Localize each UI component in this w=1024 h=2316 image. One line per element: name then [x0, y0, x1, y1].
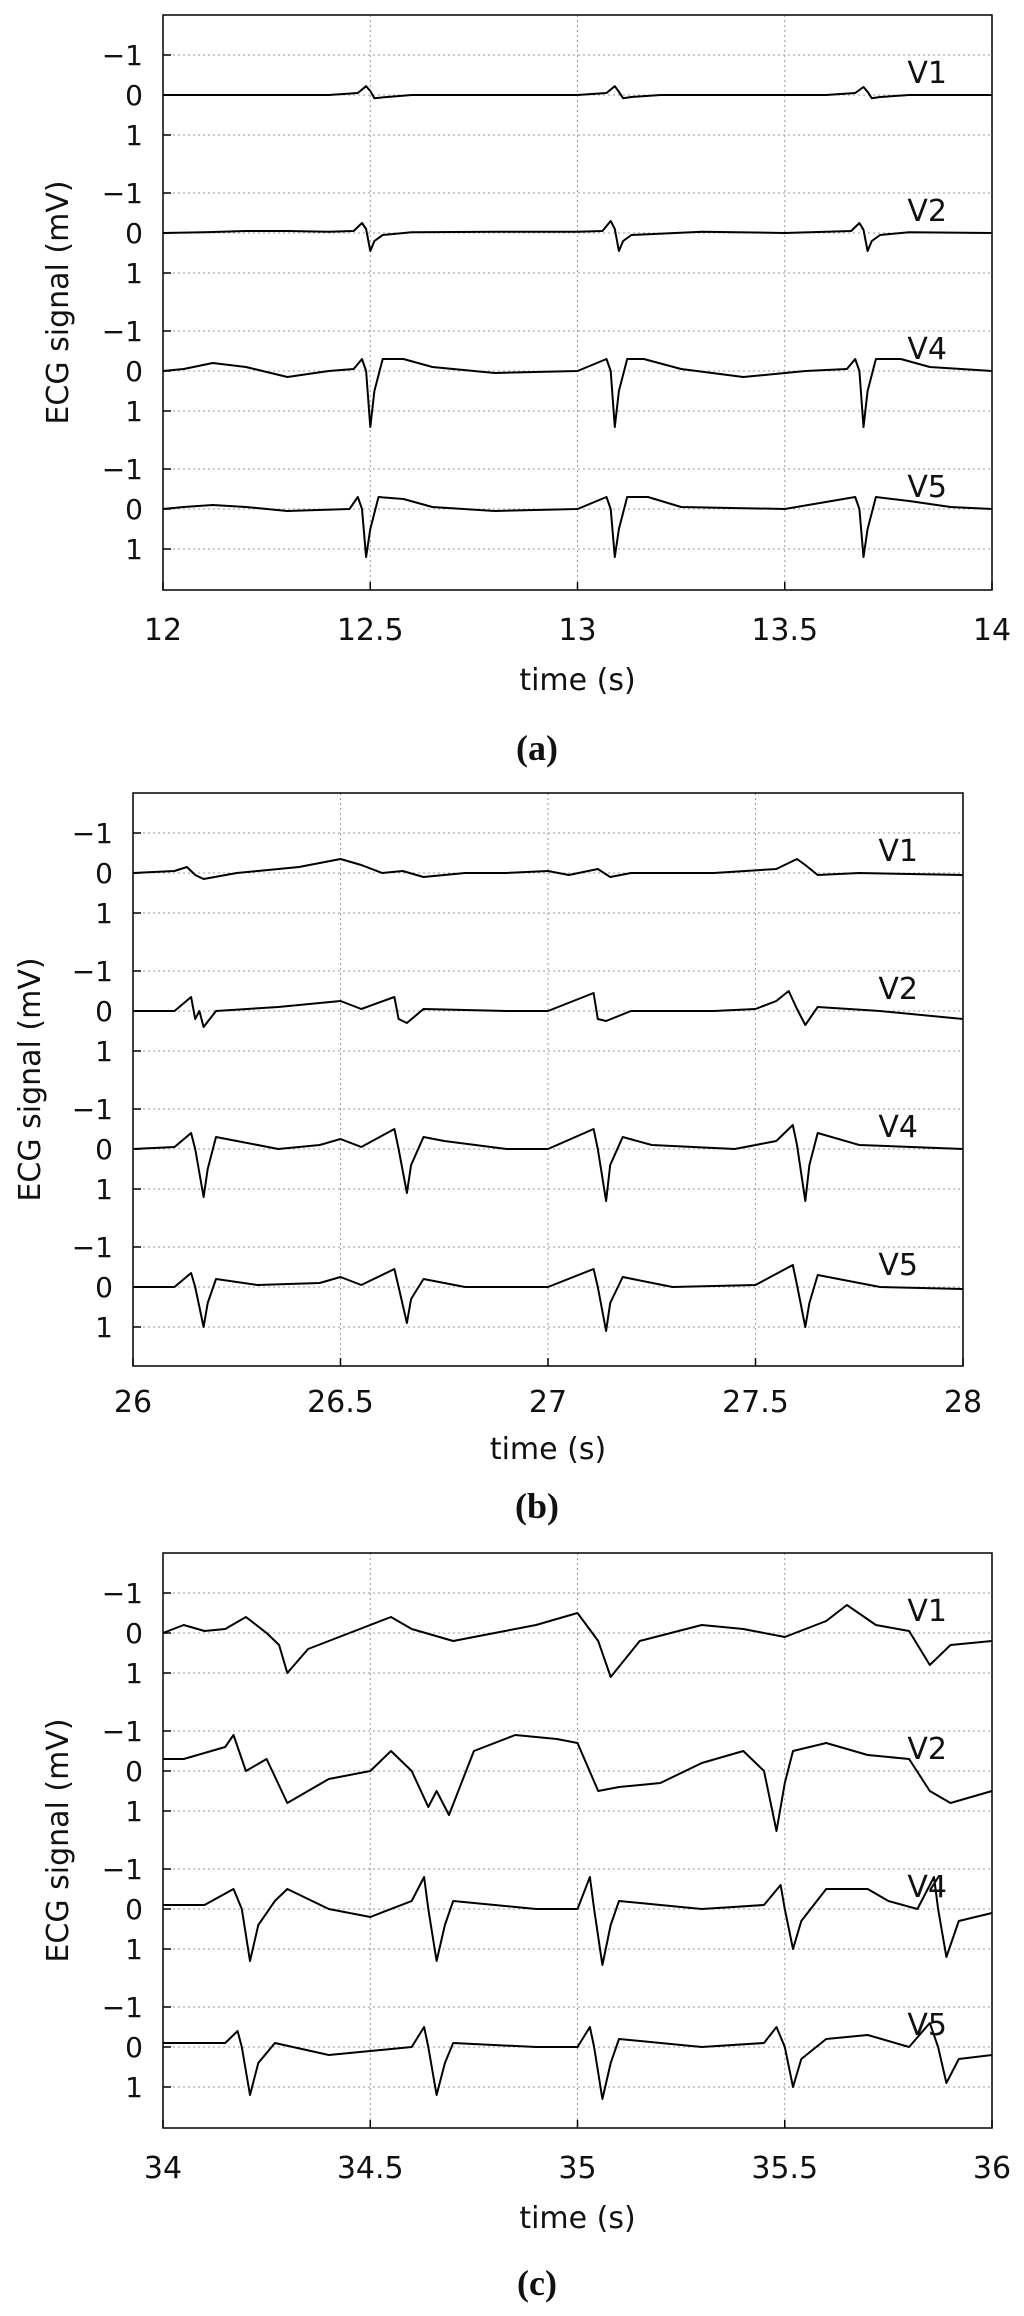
y-tick-label: 1 — [95, 897, 113, 930]
y-tick-label: 0 — [125, 2031, 143, 2064]
trace-label: V1 — [907, 56, 947, 91]
x-axis-title: time (s) — [519, 2201, 635, 2236]
ecg-trace-v2 — [133, 990, 964, 1028]
ecg-trace-v1 — [132, 858, 964, 880]
ecg-trace-v5 — [163, 2022, 993, 2100]
ecg-trace-v1 — [162, 1604, 993, 1678]
trace-label: V5 — [878, 1248, 918, 1283]
panel-caption: (b) — [515, 1486, 559, 1526]
y-tick-label: −1 — [72, 1231, 113, 1264]
y-tick-label: −1 — [102, 453, 143, 486]
y-axis-title: ECG signal (mV) — [41, 1718, 76, 1962]
panel-caption: (c) — [517, 2263, 557, 2303]
x-tick-label: 28 — [944, 1385, 982, 1420]
y-tick-label: 0 — [95, 1133, 113, 1166]
ecg-trace-v5 — [162, 496, 993, 558]
y-tick-label: −1 — [102, 39, 143, 72]
trace-label: V5 — [907, 470, 947, 505]
trace-label: V5 — [907, 2008, 947, 2043]
panel-caption: (a) — [516, 728, 558, 768]
x-tick-label: 27.5 — [722, 1385, 789, 1420]
y-tick-label: 0 — [125, 217, 143, 250]
x-tick-label: 26.5 — [307, 1385, 374, 1420]
x-tick-label: 26 — [114, 1385, 152, 1420]
ecg-trace-v4 — [162, 358, 993, 428]
y-axis-title: ECG signal (mV) — [41, 180, 76, 424]
y-tick-label: 1 — [95, 1311, 113, 1344]
y-tick-label: 0 — [95, 995, 113, 1028]
y-tick-label: 1 — [125, 257, 143, 290]
x-tick-label: 35.5 — [751, 2151, 818, 2186]
y-tick-label: 0 — [125, 1617, 143, 1650]
y-tick-label: 0 — [125, 355, 143, 388]
y-tick-label: 1 — [125, 119, 143, 152]
y-tick-label: 0 — [95, 857, 113, 890]
x-axis-title: time (s) — [490, 1432, 606, 1467]
y-tick-label: −1 — [72, 1093, 113, 1126]
x-tick-label: 34 — [144, 2151, 182, 2186]
trace-label: V2 — [907, 1732, 947, 1767]
y-tick-label: 0 — [95, 1271, 113, 1304]
x-tick-label: 12 — [144, 613, 182, 648]
y-tick-label: 0 — [125, 79, 143, 112]
y-tick-label: 0 — [125, 1755, 143, 1788]
y-tick-label: 0 — [125, 1893, 143, 1926]
y-tick-label: 1 — [125, 1657, 143, 1690]
x-tick-label: 13 — [558, 613, 596, 648]
y-tick-label: 1 — [95, 1173, 113, 1206]
y-tick-label: 1 — [125, 395, 143, 428]
x-tick-label: 27 — [529, 1385, 567, 1420]
y-tick-label: −1 — [102, 1991, 143, 2024]
ecg-trace-v4 — [163, 1876, 993, 1966]
y-tick-label: 1 — [125, 2071, 143, 2104]
y-tick-label: 0 — [125, 493, 143, 526]
trace-label: V2 — [907, 194, 947, 229]
ecg-trace-v4 — [132, 1124, 964, 1202]
y-tick-label: −1 — [102, 1853, 143, 1886]
ecg-panel: 1 0 −1 V1 1 0 −1 V2 1 0 −1 V4 1 0 −1 V5 12 12.5 13 13.5 14 ti… — [41, 14, 1011, 768]
x-tick-label: 36 — [973, 2151, 1011, 2186]
trace-label: V1 — [878, 834, 918, 869]
ecg-trace-v5 — [133, 1264, 964, 1332]
x-tick-label: 35 — [558, 2151, 596, 2186]
y-tick-label: −1 — [102, 1577, 143, 1610]
ecg-panel: 1 0 −1 V1 1 0 −1 V2 1 0 −1 V4 1 0 −1 V5 34 34.5 35 35.5 36 ti… — [41, 1552, 1011, 2303]
x-axis-title: time (s) — [519, 663, 635, 698]
y-tick-label: 1 — [125, 1933, 143, 1966]
ecg-panel: 1 0 −1 V1 1 0 −1 V2 1 0 −1 V4 1 0 −1 V5 26 26.5 27 27.5 28 ti… — [13, 792, 982, 1526]
y-tick-label: −1 — [72, 817, 113, 850]
y-tick-label: 1 — [95, 1035, 113, 1068]
y-tick-label: −1 — [102, 315, 143, 348]
y-tick-label: −1 — [102, 177, 143, 210]
y-axis-title: ECG signal (mV) — [13, 957, 48, 1201]
x-tick-label: 14 — [973, 613, 1011, 648]
trace-label: V1 — [907, 1594, 947, 1629]
y-tick-label: −1 — [72, 955, 113, 988]
ecg-trace-v2 — [162, 220, 993, 252]
trace-label: V4 — [907, 332, 947, 367]
x-tick-label: 12.5 — [337, 613, 404, 648]
trace-label: V2 — [878, 972, 918, 1007]
x-tick-label: 13.5 — [751, 613, 818, 648]
trace-label: V4 — [878, 1110, 918, 1145]
ecg-trace-v1 — [163, 85, 992, 100]
y-tick-label: −1 — [102, 1715, 143, 1748]
trace-label: V4 — [907, 1870, 947, 1905]
y-tick-label: 1 — [125, 533, 143, 566]
y-tick-label: 1 — [125, 1795, 143, 1828]
ecg-trace-v2 — [163, 1734, 993, 1832]
x-tick-label: 34.5 — [337, 2151, 404, 2186]
